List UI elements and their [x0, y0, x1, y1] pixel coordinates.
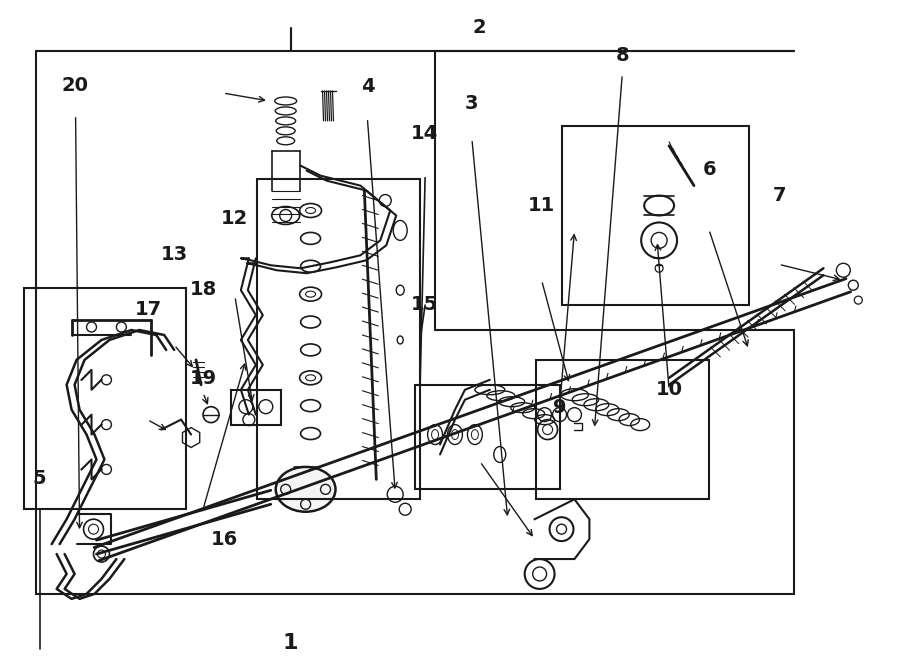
Text: 8: 8 [616, 46, 630, 65]
Text: 12: 12 [221, 209, 248, 228]
Text: 4: 4 [361, 77, 374, 97]
Text: 11: 11 [527, 196, 555, 215]
Text: 3: 3 [464, 94, 478, 113]
Text: 17: 17 [134, 300, 161, 319]
Text: 14: 14 [411, 124, 438, 143]
Bar [536, 360, 709, 499]
Bar [415, 385, 560, 489]
Text: 9: 9 [553, 398, 566, 417]
Text: 6: 6 [703, 160, 716, 178]
Text: 13: 13 [161, 245, 188, 264]
Bar [562, 126, 749, 305]
Bar [256, 178, 420, 499]
Text: 19: 19 [190, 369, 217, 388]
Text: 7: 7 [773, 186, 787, 205]
Bar [231, 390, 281, 424]
Text: 5: 5 [32, 469, 46, 488]
Text: 20: 20 [62, 76, 89, 95]
Text: 10: 10 [656, 380, 683, 399]
Text: 18: 18 [190, 280, 217, 299]
Text: 1: 1 [283, 633, 298, 653]
Bar [23, 288, 186, 509]
Text: 15: 15 [411, 295, 438, 314]
Text: 16: 16 [211, 530, 238, 549]
Text: 2: 2 [472, 19, 486, 37]
Ellipse shape [275, 467, 336, 512]
